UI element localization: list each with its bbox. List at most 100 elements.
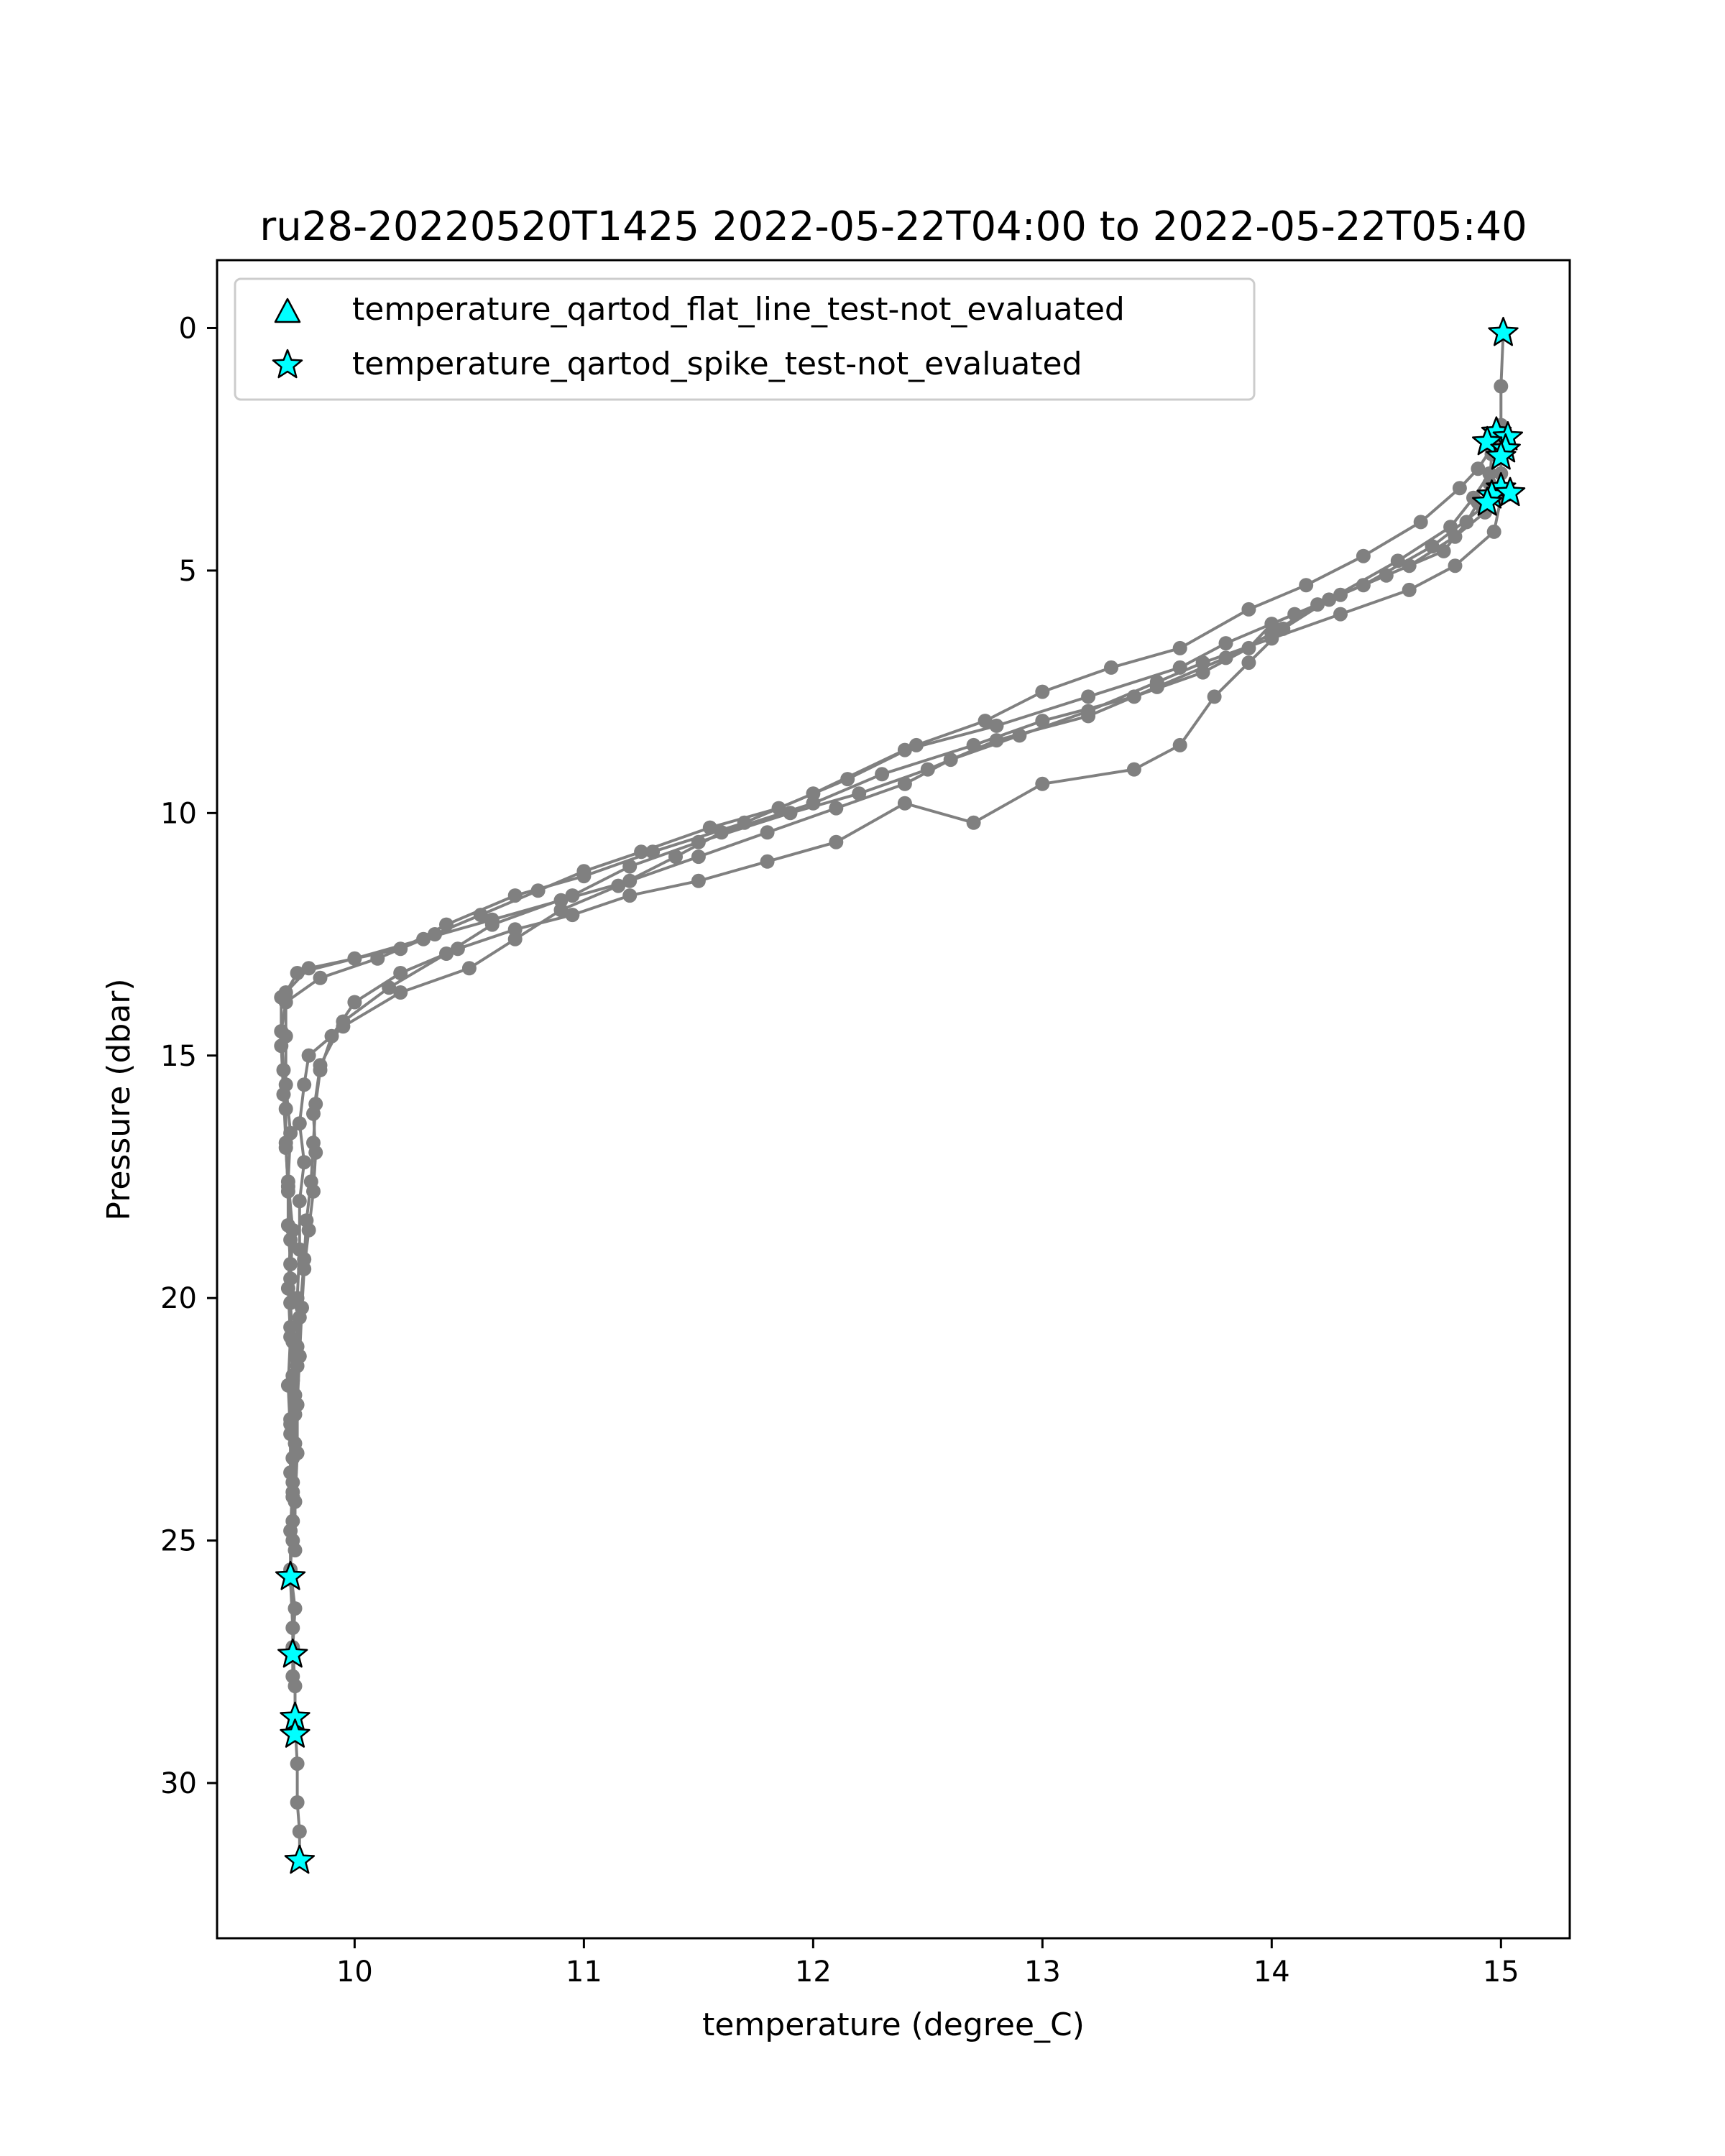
- y-axis-label: Pressure (dbar): [101, 978, 137, 1220]
- data-point: [1486, 524, 1501, 539]
- star-marker: [1471, 425, 1503, 456]
- legend: temperature_qartod_flat_line_test-not_ev…: [234, 277, 1256, 401]
- data-point: [324, 1028, 339, 1044]
- data-point: [297, 1077, 312, 1092]
- data-point: [303, 1174, 318, 1189]
- data-point: [288, 1601, 303, 1616]
- data-point: [1436, 543, 1451, 558]
- data-point: [989, 733, 1004, 748]
- data-point: [1081, 689, 1096, 704]
- data-point: [1172, 737, 1187, 752]
- data-point: [1356, 548, 1371, 563]
- data-point: [292, 1824, 307, 1839]
- data-point: [288, 1543, 303, 1558]
- data-point: [278, 1102, 293, 1116]
- data-point: [920, 762, 935, 777]
- data-point: [576, 864, 592, 879]
- data-point: [283, 1295, 298, 1310]
- data-point: [829, 834, 844, 849]
- data-point: [1241, 602, 1256, 617]
- legend-box: [234, 277, 1256, 401]
- data-point: [565, 908, 580, 923]
- star-marker: [1488, 316, 1519, 346]
- y-tick-label: 10: [160, 797, 197, 830]
- data-point: [297, 1252, 312, 1267]
- data-point: [553, 903, 569, 918]
- data-point: [1379, 568, 1394, 583]
- data-point: [1149, 679, 1164, 694]
- y-tick-label: 25: [160, 1525, 197, 1558]
- data-point: [771, 801, 786, 816]
- data-point: [393, 966, 408, 980]
- data-point: [292, 1116, 307, 1131]
- data-point: [507, 922, 523, 937]
- data-point: [1494, 379, 1509, 394]
- data-point: [274, 1024, 289, 1038]
- data-point: [1081, 709, 1096, 724]
- data-point: [285, 1489, 300, 1504]
- data-point: [1126, 762, 1141, 777]
- data-point: [634, 844, 649, 860]
- data-point: [285, 1669, 300, 1684]
- data-point: [1322, 592, 1337, 607]
- x-tick-label: 14: [1254, 1955, 1290, 1989]
- data-point: [278, 1141, 293, 1155]
- plot-frame: [216, 259, 1571, 1940]
- data-point: [1299, 578, 1314, 593]
- data-point: [292, 1310, 307, 1325]
- y-tick-label: 30: [160, 1767, 197, 1800]
- data-point: [1218, 636, 1233, 651]
- data-point: [301, 961, 316, 976]
- x-tick-label: 13: [1024, 1955, 1061, 1989]
- data-point: [285, 1334, 300, 1349]
- y-axis: 0 5 10 15 20 25 30: [160, 312, 217, 1800]
- legend-star-marker: [272, 349, 303, 379]
- data-point: [1482, 466, 1497, 481]
- data-point: [1402, 582, 1417, 597]
- data-point: [611, 878, 626, 893]
- legend-label-spike: temperature_qartod_spike_test-not_evalua…: [352, 346, 1082, 382]
- data-point: [306, 1135, 321, 1151]
- data-point: [285, 1373, 300, 1388]
- data-point: [292, 1194, 307, 1209]
- data-point: [829, 801, 844, 816]
- data-point: [285, 1450, 300, 1465]
- data-point: [1333, 607, 1348, 622]
- data-point: [1218, 650, 1233, 665]
- data-point: [290, 1756, 305, 1772]
- plot-area: [274, 316, 1526, 1874]
- star-marker: [277, 1638, 308, 1668]
- x-tick-label: 15: [1483, 1955, 1519, 1989]
- data-point: [783, 806, 798, 821]
- data-point: [1104, 660, 1118, 675]
- data-point: [276, 1063, 291, 1077]
- data-point: [897, 796, 912, 811]
- data-point: [1390, 553, 1405, 568]
- data-point: [989, 718, 1004, 733]
- chart-title: ru28-20220520T1425 2022-05-22T04:00 to 2…: [259, 203, 1527, 250]
- data-point: [1241, 655, 1256, 671]
- data-point: [852, 786, 867, 801]
- x-tick-label: 10: [336, 1955, 373, 1989]
- star-marker: [272, 349, 303, 379]
- data-point: [897, 776, 912, 791]
- x-tick-label: 11: [566, 1955, 602, 1989]
- data-point: [1471, 461, 1486, 476]
- star-marker: [1494, 476, 1526, 507]
- data-point: [1035, 684, 1050, 699]
- x-axis-label: temperature (degree_C): [702, 2007, 1085, 2043]
- data-point: [966, 815, 981, 830]
- data-point: [840, 772, 855, 787]
- data-point: [450, 941, 465, 957]
- data-point: [702, 820, 717, 835]
- data-point: [908, 737, 924, 752]
- data-point: [622, 888, 638, 903]
- data-point: [1276, 621, 1291, 636]
- data-point: [1452, 481, 1467, 496]
- data-point: [530, 883, 546, 898]
- data-point: [978, 714, 993, 729]
- data-point: [760, 854, 775, 869]
- data-point: [299, 1213, 314, 1228]
- data-point: [285, 1621, 300, 1636]
